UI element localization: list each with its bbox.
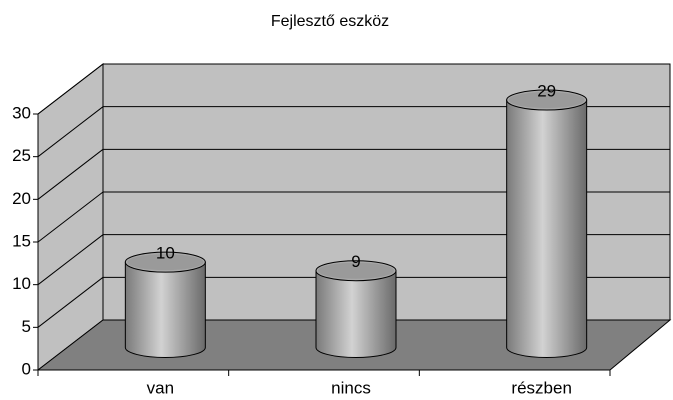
grid-line [37, 106, 104, 158]
bar-top-shade [127, 254, 204, 271]
y-tick-label: 25 [12, 146, 31, 165]
grid-line [37, 234, 104, 286]
y-tick-label: 5 [22, 317, 31, 336]
grid-line [37, 191, 104, 243]
bar [315, 270, 397, 358]
x-tick-label: nincs [331, 378, 371, 397]
x-tick-label: részben [511, 378, 571, 397]
grid-line [37, 148, 104, 200]
bar [506, 99, 588, 358]
y-tick-label: 0 [22, 359, 31, 378]
value-label: 10 [156, 244, 175, 263]
bar-top-shade [318, 262, 394, 279]
chart-title: Fejlesztő eszköz [271, 13, 389, 30]
bar [124, 261, 206, 358]
y-tick-label: 10 [12, 274, 31, 293]
bar-top-shade [508, 92, 585, 109]
y-tick-label: 15 [12, 231, 31, 250]
value-label: 29 [537, 82, 556, 101]
grid-line [37, 276, 104, 328]
x-tick-label: van [147, 378, 174, 397]
grid-line [37, 63, 104, 115]
value-label: 9 [351, 252, 360, 271]
y-tick-label: 30 [12, 103, 31, 122]
y-tick-label: 20 [12, 189, 31, 208]
